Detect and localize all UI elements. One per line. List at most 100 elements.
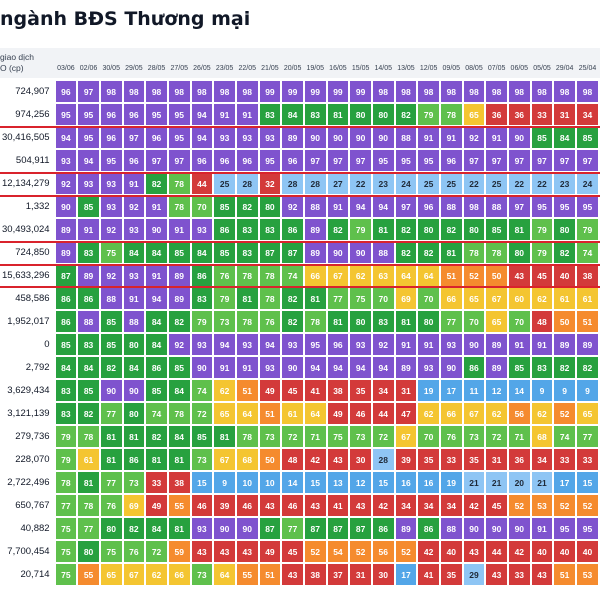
score-cell: 89 bbox=[168, 265, 190, 286]
score-cell: 82 bbox=[418, 242, 439, 263]
score-cell: 76 bbox=[100, 495, 122, 516]
score-cell: 81 bbox=[146, 449, 167, 470]
score-cell: 94 bbox=[372, 357, 394, 378]
volume-cell: 20,714 bbox=[20, 569, 50, 580]
date-header[interactable]: 08/05 bbox=[465, 65, 483, 72]
score-cell: 97 bbox=[508, 196, 530, 217]
score-cell: 96 bbox=[327, 334, 349, 355]
score-cell: 84 bbox=[146, 334, 167, 355]
table-row[interactable]: 504,911 93 94 95 96 97 97 96 96 96 95 96 97 97 97 95 95 9… bbox=[2, 150, 598, 171]
score-cell: 97 bbox=[486, 150, 507, 171]
score-cell: 78 bbox=[486, 242, 507, 263]
date-header[interactable]: 13/05 bbox=[397, 65, 415, 72]
score-cell: 86 bbox=[372, 518, 394, 539]
score-cell: 90 bbox=[486, 518, 507, 539]
score-cell: 61 bbox=[577, 288, 598, 309]
table-row[interactable]: 724,907 96 97 98 98 98 98 98 98 98 99 99 99 99 99 98 98 9… bbox=[2, 81, 598, 102]
score-cell: 76 bbox=[214, 265, 235, 286]
score-cell: 9 bbox=[577, 380, 598, 401]
score-cell: 85 bbox=[214, 242, 235, 263]
table-row[interactable]: 30,493,024 89 91 92 93 90 91 93 86 83 83 86 89 82 79 81… bbox=[2, 219, 598, 240]
table-row[interactable]: 228,070 79 61 81 86 81 81 73 67 68 50 48 42 43 30 28 39 3… bbox=[2, 449, 598, 470]
table-row[interactable]: 724,850 89 83 75 84 84 85 84 85 83 87 87 89 90 90 88 82 8… bbox=[2, 242, 598, 263]
date-header[interactable]: 09/05 bbox=[442, 65, 461, 72]
score-cell: 33 bbox=[577, 449, 598, 470]
date-header[interactable]: 06/05 bbox=[510, 65, 529, 72]
date-header[interactable]: 12/05 bbox=[419, 65, 438, 72]
score-cell: 88 bbox=[440, 518, 462, 539]
score-cell: 28 bbox=[236, 173, 258, 194]
date-header[interactable]: 29/05 bbox=[125, 65, 143, 72]
date-header[interactable]: 05/05 bbox=[533, 65, 551, 72]
score-cell: 80 bbox=[372, 104, 394, 125]
score-cell: 84 bbox=[146, 311, 167, 332]
table-row[interactable]: 3,121,139 83 82 77 80 74 78 72 65 64 51 61 64 49 46 44 4… bbox=[2, 403, 598, 424]
date-header[interactable]: 19/05 bbox=[306, 65, 325, 72]
score-cell: 80 bbox=[463, 219, 485, 240]
table-row[interactable]: 7,700,454 75 80 75 76 72 59 43 43 43 49 45 52 54 52 56 5… bbox=[2, 541, 598, 562]
date-header[interactable]: 30/05 bbox=[102, 65, 120, 72]
score-cell: 98 bbox=[508, 81, 530, 102]
table-row[interactable]: 30,416,505 94 95 96 97 96 95 94 93 93 93 89 90 90 90 90… bbox=[2, 127, 598, 148]
date-header[interactable]: 20/05 bbox=[283, 65, 302, 72]
date-header[interactable]: 22/05 bbox=[238, 65, 257, 72]
score-cell: 40 bbox=[554, 541, 575, 562]
score-cell: 41 bbox=[304, 380, 326, 401]
score-cell: 46 bbox=[191, 495, 213, 516]
date-header[interactable]: 14/05 bbox=[374, 65, 393, 72]
table-row[interactable]: 0 85 83 85 80 84 92 93 94 93 94 93 95 96 93 92 91 91 93 90 8… bbox=[2, 334, 598, 355]
date-header[interactable]: 25/04 bbox=[578, 65, 597, 72]
volume-cell: 30,416,505 bbox=[2, 132, 50, 143]
score-cell: 54 bbox=[327, 541, 349, 562]
table-row[interactable]: 458,586 86 86 88 91 94 89 83 79 81 78 82 81 77 75 70 69 7… bbox=[2, 288, 598, 309]
date-header[interactable]: 26/05 bbox=[193, 65, 211, 72]
table-row[interactable]: 2,722,496 78 81 77 73 33 38 15 9 10 10 14 15 13 12 15 16… bbox=[2, 472, 598, 493]
score-cell: 95 bbox=[78, 104, 99, 125]
date-header[interactable]: 23/05 bbox=[215, 65, 234, 72]
score-cell: 41 bbox=[418, 564, 439, 585]
score-cell: 79 bbox=[55, 449, 77, 470]
score-cell: 87 bbox=[350, 518, 371, 539]
table-row[interactable]: 3,629,434 83 85 90 90 85 84 74 62 51 49 45 41 38 35 34 3… bbox=[2, 380, 598, 401]
table-row[interactable]: 279,736 79 78 81 81 82 84 85 81 78 73 72 71 75 73 72 67 7… bbox=[2, 426, 598, 447]
score-cell: 25 bbox=[418, 173, 439, 194]
table-row[interactable]: 40,882 75 77 80 82 84 81 93 90 90 87 77 87 87 87 86 89 86… bbox=[2, 518, 598, 539]
table-row[interactable]: 1,332 90 85 93 92 91 78 70 85 82 80 92 88 91 94 94 97 96 8… bbox=[2, 196, 598, 217]
table-row[interactable]: 1,952,017 86 88 85 88 84 82 79 73 78 76 82 78 81 80 83 8… bbox=[2, 311, 598, 332]
score-cell: 77 bbox=[100, 472, 122, 493]
table-row[interactable]: 2,792 84 84 82 84 86 85 90 91 91 93 90 94 94 94 94 89 93 9… bbox=[2, 357, 598, 378]
score-cell: 90 bbox=[463, 334, 485, 355]
date-header[interactable]: 07/05 bbox=[487, 65, 506, 72]
score-cell: 89 bbox=[55, 242, 77, 263]
date-header[interactable]: 21/05 bbox=[261, 65, 279, 72]
score-cell: 98 bbox=[146, 81, 167, 102]
table-row[interactable]: 15,633,296 87 89 92 93 91 89 86 76 78 78 74 66 67 62 63… bbox=[2, 265, 598, 286]
score-cell: 89 bbox=[304, 219, 326, 240]
date-header[interactable]: 03/06 bbox=[57, 65, 75, 72]
score-cell: 25 bbox=[440, 173, 462, 194]
date-header[interactable]: 28/05 bbox=[147, 65, 166, 72]
date-header[interactable]: 16/05 bbox=[329, 65, 347, 72]
score-cell: 82 bbox=[168, 311, 190, 332]
score-cell: 80 bbox=[554, 219, 575, 240]
score-cell: 94 bbox=[372, 196, 394, 217]
score-cell: 86 bbox=[418, 518, 439, 539]
score-cell: 43 bbox=[463, 541, 485, 562]
score-cell: 92 bbox=[100, 219, 122, 240]
date-header[interactable]: 27/05 bbox=[170, 65, 188, 72]
table-row[interactable]: 20,714 75 55 65 67 62 66 73 64 55 51 43 38 37 31 30 17 41… bbox=[2, 564, 598, 585]
score-cell: 33 bbox=[554, 449, 575, 470]
score-cell: 93 bbox=[55, 150, 77, 171]
date-header[interactable]: 29/04 bbox=[555, 65, 574, 72]
score-cell: 81 bbox=[100, 449, 122, 470]
volume-cell: 3,121,139 bbox=[7, 408, 50, 419]
table-row[interactable]: 12,134,279 92 93 93 91 82 78 44 25 28 32 28 28 27 22 23… bbox=[2, 173, 598, 194]
score-cell: 78 bbox=[440, 104, 462, 125]
score-cell: 62 bbox=[486, 403, 507, 424]
table-row[interactable]: 650,767 77 78 76 69 49 55 46 39 46 43 46 43 41 43 42 34 3… bbox=[2, 495, 598, 516]
date-header[interactable]: 02/06 bbox=[79, 65, 98, 72]
table-row[interactable]: 974,256 95 95 96 96 95 95 94 91 91 83 84 83 81 80 80 82 7… bbox=[2, 104, 598, 125]
score-cell: 89 bbox=[486, 334, 507, 355]
score-cell: 95 bbox=[55, 104, 77, 125]
date-header[interactable]: 15/05 bbox=[351, 65, 370, 72]
